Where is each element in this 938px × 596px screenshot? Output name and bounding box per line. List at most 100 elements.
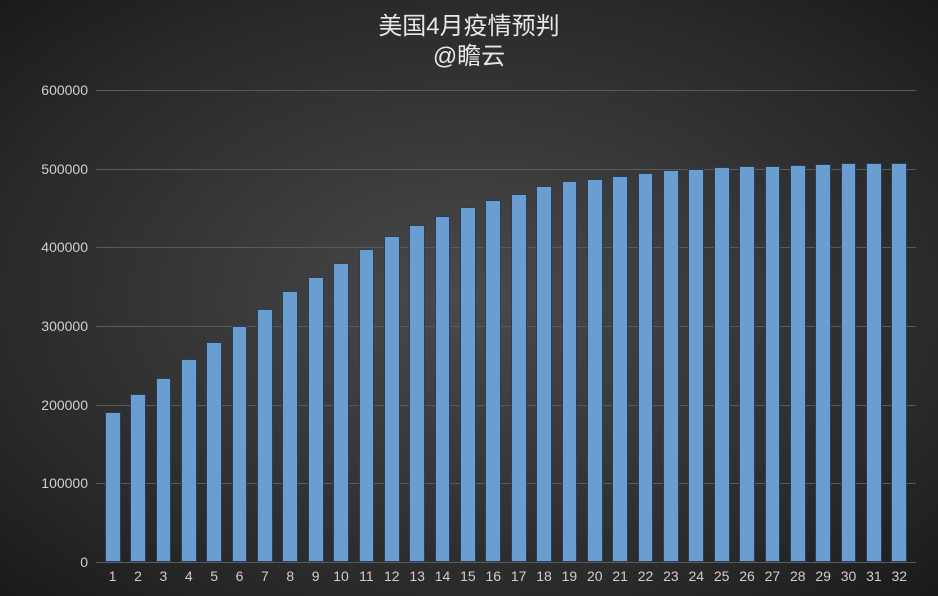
- plot-area: 0100000200000300000400000500000600000 12…: [96, 90, 916, 562]
- bar-slot: 23: [658, 90, 683, 562]
- bar-slot: 3: [151, 90, 176, 562]
- bar: [384, 236, 400, 562]
- x-tick-label: 17: [506, 568, 531, 584]
- y-tick-label: 100000: [0, 475, 88, 491]
- bar: [257, 309, 273, 562]
- x-tick-label: 25: [709, 568, 734, 584]
- bar: [130, 394, 146, 562]
- bar-slot: 26: [734, 90, 759, 562]
- bar: [511, 194, 527, 562]
- x-tick-label: 1: [100, 568, 125, 584]
- x-tick-label: 2: [125, 568, 150, 584]
- x-tick-label: 5: [202, 568, 227, 584]
- bar-slot: 16: [481, 90, 506, 562]
- x-tick-label: 21: [608, 568, 633, 584]
- chart-title-line1: 美国4月疫情预判: [0, 12, 938, 42]
- x-tick-label: 19: [557, 568, 582, 584]
- bar-slot: 27: [760, 90, 785, 562]
- chart-title: 美国4月疫情预判 @瞻云: [0, 12, 938, 72]
- bar-slot: 6: [227, 90, 252, 562]
- bar: [359, 249, 375, 562]
- bar: [815, 164, 831, 562]
- x-tick-label: 10: [328, 568, 353, 584]
- bar: [891, 163, 907, 562]
- bar-slot: 20: [582, 90, 607, 562]
- bar-slot: 5: [202, 90, 227, 562]
- bar-slot: 2: [125, 90, 150, 562]
- x-tick-label: 13: [405, 568, 430, 584]
- bar-slot: 22: [633, 90, 658, 562]
- bar-slot: 10: [328, 90, 353, 562]
- bar: [156, 378, 172, 562]
- bar: [333, 263, 349, 562]
- x-tick-label: 4: [176, 568, 201, 584]
- x-tick-label: 3: [151, 568, 176, 584]
- bar: [587, 179, 603, 562]
- x-axis-line: [96, 562, 916, 563]
- bar-slot: 19: [557, 90, 582, 562]
- bar-slot: 1: [100, 90, 125, 562]
- bar-slot: 15: [455, 90, 480, 562]
- bar-slot: 8: [278, 90, 303, 562]
- bar-slot: 28: [785, 90, 810, 562]
- bar-slot: 4: [176, 90, 201, 562]
- x-tick-label: 32: [887, 568, 912, 584]
- x-tick-label: 30: [836, 568, 861, 584]
- bar: [282, 291, 298, 562]
- x-tick-label: 12: [379, 568, 404, 584]
- y-tick-label: 200000: [0, 397, 88, 413]
- x-tick-label: 11: [354, 568, 379, 584]
- bar: [562, 181, 578, 562]
- bar-slot: 24: [684, 90, 709, 562]
- x-tick-label: 26: [734, 568, 759, 584]
- bar: [790, 165, 806, 562]
- chart-title-line2: @瞻云: [0, 42, 938, 72]
- x-tick-label: 22: [633, 568, 658, 584]
- bar-slot: 29: [811, 90, 836, 562]
- x-tick-label: 29: [811, 568, 836, 584]
- bar-slot: 13: [405, 90, 430, 562]
- y-tick-label: 300000: [0, 318, 88, 334]
- chart-container: 美国4月疫情预判 @瞻云 010000020000030000040000050…: [0, 0, 938, 596]
- x-tick-label: 8: [278, 568, 303, 584]
- bar-slot: 17: [506, 90, 531, 562]
- bar-slot: 7: [252, 90, 277, 562]
- bar-slot: 18: [531, 90, 556, 562]
- x-tick-label: 20: [582, 568, 607, 584]
- x-tick-label: 9: [303, 568, 328, 584]
- bar-slot: 30: [836, 90, 861, 562]
- x-tick-label: 23: [658, 568, 683, 584]
- bar-slot: 25: [709, 90, 734, 562]
- y-tick-label: 400000: [0, 239, 88, 255]
- x-tick-label: 16: [481, 568, 506, 584]
- y-tick-label: 600000: [0, 82, 88, 98]
- x-tick-label: 24: [684, 568, 709, 584]
- bar: [232, 326, 248, 562]
- x-tick-label: 18: [531, 568, 556, 584]
- bar-slot: 9: [303, 90, 328, 562]
- x-tick-label: 31: [861, 568, 886, 584]
- bar: [663, 170, 679, 562]
- x-tick-label: 14: [430, 568, 455, 584]
- bar-slot: 11: [354, 90, 379, 562]
- bar-slot: 32: [887, 90, 912, 562]
- bar: [206, 342, 222, 562]
- bar: [409, 225, 425, 562]
- bar-slot: 31: [861, 90, 886, 562]
- bar: [765, 166, 781, 562]
- bar: [460, 207, 476, 562]
- bar: [866, 163, 882, 562]
- x-tick-label: 6: [227, 568, 252, 584]
- bar-slot: 12: [379, 90, 404, 562]
- x-tick-label: 15: [455, 568, 480, 584]
- bar: [536, 186, 552, 562]
- bar: [485, 200, 501, 562]
- bar: [714, 167, 730, 562]
- x-tick-label: 28: [785, 568, 810, 584]
- bar: [435, 216, 451, 562]
- bar: [638, 173, 654, 562]
- bar: [105, 412, 121, 562]
- bar: [181, 359, 197, 562]
- y-tick-label: 0: [0, 554, 88, 570]
- bar-slot: 21: [608, 90, 633, 562]
